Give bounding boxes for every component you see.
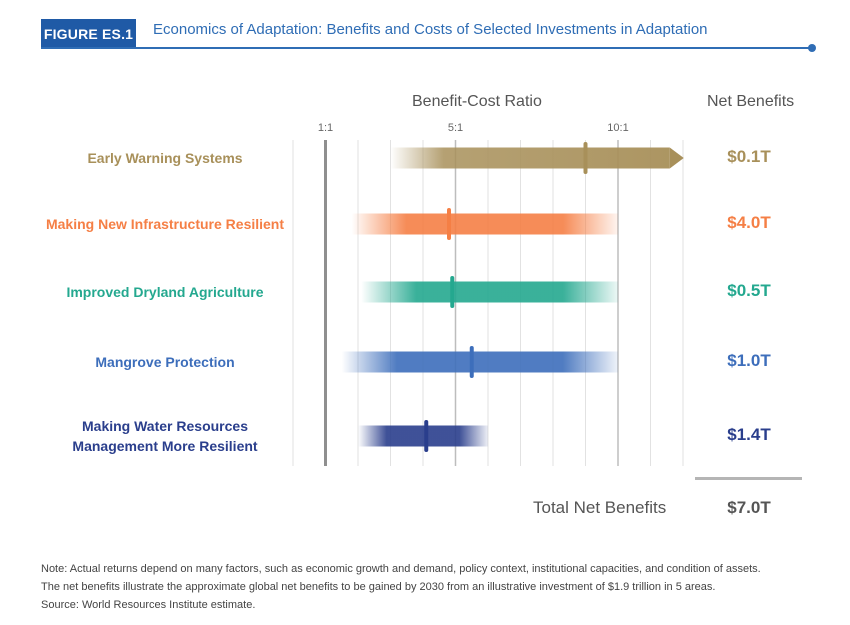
total-net-benefits-label: Total Net Benefits: [533, 498, 667, 517]
bar-midpoint-marker: [583, 142, 588, 174]
bar-arrow-head: [669, 147, 684, 169]
category-label-line: Mangrove Protection: [95, 354, 235, 370]
bar-range: [358, 425, 488, 447]
bar-midpoint-marker: [469, 346, 474, 378]
bar-midpoint-marker: [447, 208, 451, 240]
category-label-line: Improved Dryland Agriculture: [66, 284, 264, 300]
category-label: Making New Infrastructure Resilient: [15, 214, 315, 234]
net-benefit-value: $1.0T: [727, 351, 771, 370]
note-line-2: The net benefits illustrate the approxim…: [41, 581, 716, 593]
figure-badge: FIGURE ES.1: [41, 19, 136, 49]
tick-label: 5:1: [448, 122, 463, 134]
net-benefit-value: $0.1T: [727, 147, 771, 166]
total-net-benefits-value: $7.0T: [727, 498, 771, 517]
category-label-line: Management More Resilient: [72, 438, 258, 454]
title-rule-dot: [808, 44, 816, 52]
tick-label: 10:1: [607, 122, 628, 134]
bar-range: [341, 351, 618, 373]
title-rule: [41, 47, 811, 49]
category-label: Making Water Resources Management More Re…: [15, 416, 315, 456]
category-label: Improved Dryland Agriculture: [15, 282, 315, 302]
bar-midpoint-marker: [424, 420, 429, 452]
tick-label: 1:1: [318, 122, 333, 134]
net-benefits-header: Net Benefits: [707, 93, 795, 110]
note-source: Source: World Resources Institute estima…: [41, 599, 256, 611]
bar-range: [361, 281, 618, 303]
bar-range: [390, 147, 670, 169]
category-label-line: Making New Infrastructure Resilient: [45, 216, 285, 232]
category-label-line: Making Water Resources: [82, 418, 248, 434]
category-label: Mangrove Protection: [15, 352, 315, 372]
note-line-1: Note: Actual returns depend on many fact…: [41, 563, 761, 575]
ratio-header: Benefit-Cost Ratio: [412, 93, 542, 110]
net-benefit-value: $4.0T: [727, 213, 771, 232]
total-rule: [695, 477, 802, 480]
category-label-line: Early Warning Systems: [87, 150, 243, 166]
bar-midpoint-marker: [450, 276, 455, 308]
net-benefit-value: $0.5T: [727, 281, 771, 300]
category-label: Early Warning Systems: [15, 148, 315, 168]
net-benefit-value: $1.4T: [727, 425, 771, 444]
bar-range: [351, 213, 618, 235]
figure-title: Economics of Adaptation: Benefits and Co…: [153, 21, 708, 38]
